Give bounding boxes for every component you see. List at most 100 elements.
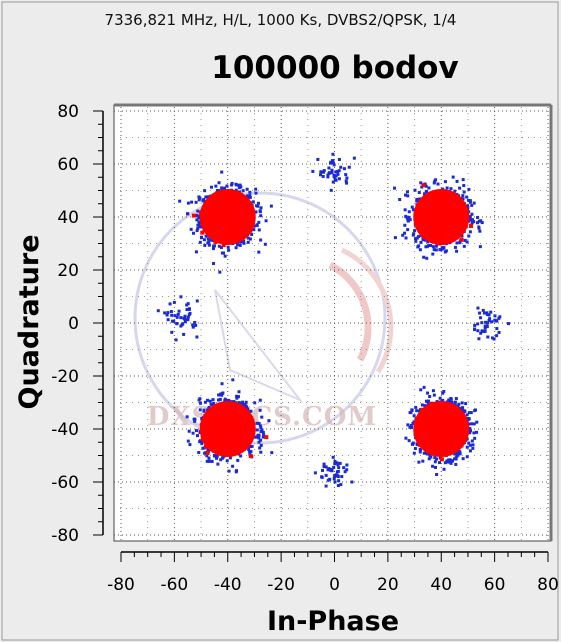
data-point-core: [447, 203, 452, 208]
data-point-halo: [431, 252, 435, 256]
data-point-core: [221, 410, 226, 415]
data-point-core: [232, 420, 237, 425]
data-point-halo: [203, 243, 207, 247]
data-point-halo: [470, 212, 474, 216]
data-point-core: [461, 208, 466, 213]
data-point-core: [424, 417, 429, 422]
data-point-core: [240, 427, 245, 432]
data-point: [185, 303, 189, 307]
data-point-halo: [433, 465, 437, 469]
data-point-halo: [257, 440, 261, 444]
data-point-core: [236, 205, 241, 210]
data-point-halo: [410, 205, 414, 209]
data-point-halo: [425, 245, 429, 249]
data-point-halo: [462, 184, 466, 188]
data-point-halo: [417, 244, 421, 248]
data-point-core: [219, 440, 224, 445]
data-point-halo: [426, 240, 430, 244]
data-point: [345, 463, 349, 467]
data-point-core: [455, 210, 460, 215]
data-point-core: [436, 434, 441, 439]
data-point-halo: [458, 452, 462, 456]
data-point-halo: [252, 224, 256, 228]
data-point-halo: [473, 436, 477, 440]
data-point-halo: [407, 215, 411, 219]
data-point-halo: [220, 456, 224, 460]
data-point: [479, 331, 483, 335]
data-point-halo: [427, 457, 431, 461]
data-point-core: [447, 421, 452, 426]
data-point-halo: [433, 456, 437, 460]
data-point-halo: [456, 451, 460, 455]
data-point-halo: [465, 413, 469, 417]
data-point-halo: [418, 248, 422, 252]
data-point: [485, 311, 489, 315]
data-point: [342, 167, 346, 171]
data-point-core: [433, 208, 438, 213]
data-point-halo: [407, 210, 411, 214]
data-point-halo: [432, 248, 436, 252]
data-point-core: [417, 442, 422, 447]
data-point-core: [437, 429, 442, 434]
data-point: [345, 468, 349, 472]
data-point-core: [236, 432, 241, 437]
data-point-halo: [227, 248, 231, 252]
data-point-core: [264, 435, 269, 440]
data-point-core: [444, 221, 449, 226]
data-point: [195, 299, 199, 303]
data-point: [320, 170, 324, 174]
data-point-halo: [205, 454, 209, 458]
data-point: [327, 467, 331, 471]
data-point: [329, 188, 333, 192]
data-point-core: [441, 441, 446, 446]
data-point-halo: [431, 245, 435, 249]
data-point: [332, 173, 336, 177]
data-point-core: [246, 422, 251, 427]
data-point-core: [227, 200, 232, 205]
data-point-core: [441, 207, 446, 212]
data-point-core: [426, 227, 431, 232]
data-point-halo: [206, 398, 210, 402]
data-point: [343, 470, 347, 474]
cluster-minor: [313, 455, 354, 488]
data-point-halo: [467, 431, 471, 435]
data-point-halo: [471, 446, 475, 450]
data-point-halo: [178, 199, 182, 203]
data-point-core: [436, 432, 441, 437]
data-point-core: [225, 416, 230, 421]
data-point-halo: [186, 439, 190, 443]
data-point-core: [427, 418, 432, 423]
data-point-halo: [194, 250, 198, 254]
data-point-core: [223, 220, 228, 225]
data-point-halo: [480, 221, 484, 225]
data-point-core: [249, 224, 254, 229]
data-point-halo: [255, 428, 259, 432]
data-point-halo: [219, 392, 223, 396]
data-point-core: [453, 217, 458, 222]
data-point-halo: [212, 244, 216, 248]
data-point-core: [448, 431, 453, 436]
data-point: [339, 483, 343, 487]
data-point-core: [443, 196, 448, 201]
data-point-halo: [199, 401, 203, 405]
data-point-core: [228, 446, 233, 451]
data-point-core: [227, 236, 232, 241]
data-point-core: [451, 421, 456, 426]
data-point-halo: [406, 219, 410, 223]
data-point-halo: [449, 461, 453, 465]
grid-lines: [114, 107, 549, 541]
data-point-halo: [245, 194, 249, 198]
data-point-halo: [257, 228, 261, 232]
data-point-halo: [393, 236, 397, 240]
data-point-core: [445, 416, 450, 421]
data-point-halo: [465, 195, 469, 199]
data-point-core: [446, 216, 451, 221]
data-point-halo: [263, 242, 267, 246]
data-point-halo: [258, 210, 262, 214]
data-point-halo: [249, 409, 253, 413]
y-tick-label: -20: [51, 367, 79, 387]
data-point-halo: [455, 179, 459, 183]
data-point-core: [424, 205, 429, 210]
data-point-halo: [466, 206, 470, 210]
data-point-core: [450, 425, 455, 430]
